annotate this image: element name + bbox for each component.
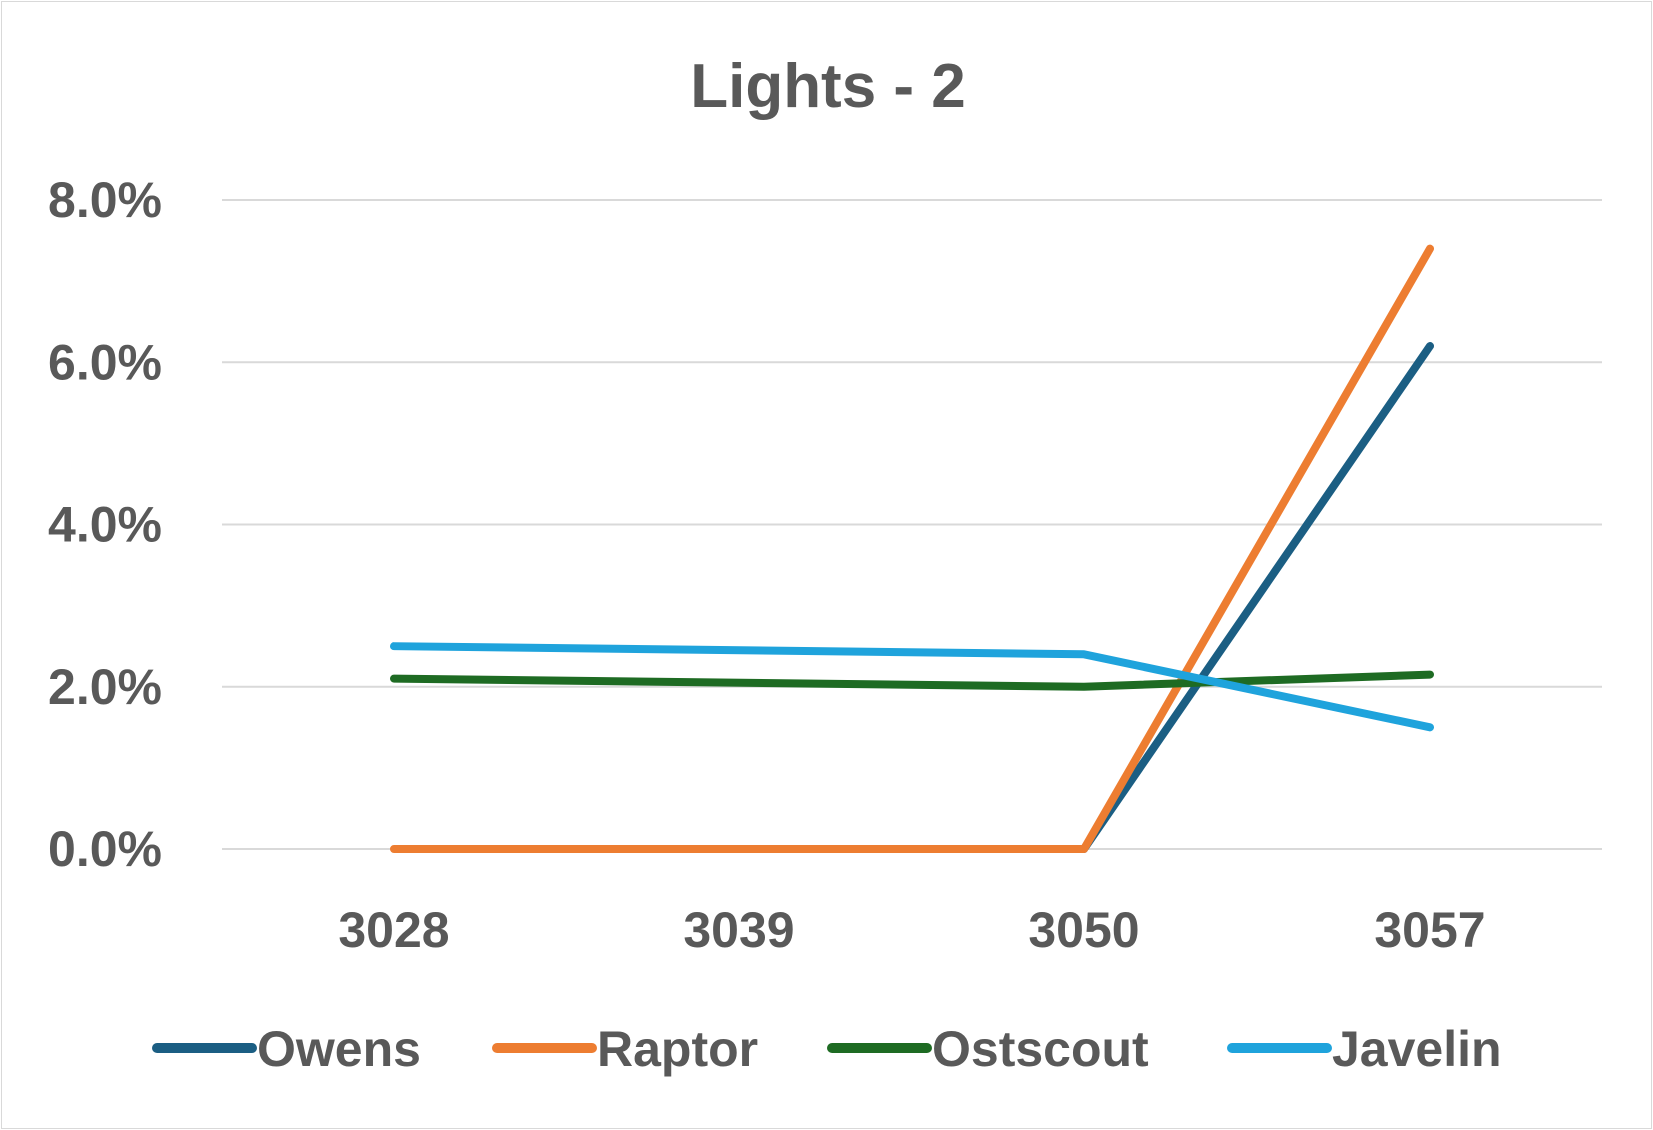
x-tick-label: 3050 [1028,902,1139,958]
series-lines [390,244,1434,853]
legend-label-owens: Owens [257,1021,421,1077]
y-tick-label: 6.0% [48,334,162,390]
x-tick-label: 3057 [1374,902,1485,958]
y-axis-ticks: 0.0% 2.0% 4.0% 6.0% 8.0% [48,172,162,877]
legend-label-ostscout: Ostscout [932,1021,1149,1077]
x-tick-label: 3028 [338,902,449,958]
series-line-raptor [390,244,1434,853]
legend: Owens Raptor Ostscout Javelin [152,1021,1502,1077]
y-tick-label: 2.0% [48,659,162,715]
x-axis-ticks: 3028 3039 3050 3057 [338,902,1485,958]
y-tick-label: 0.0% [48,821,162,877]
series-line-ostscout [390,670,1434,691]
chart-title: Lights - 2 [690,52,966,121]
series-line-owens [1080,342,1434,853]
gridlines [222,199,1602,850]
legend-label-javelin: Javelin [1332,1021,1502,1077]
y-tick-label: 8.0% [48,172,162,228]
legend-label-raptor: Raptor [597,1021,758,1077]
y-tick-label: 4.0% [48,497,162,553]
x-tick-label: 3039 [683,902,794,958]
